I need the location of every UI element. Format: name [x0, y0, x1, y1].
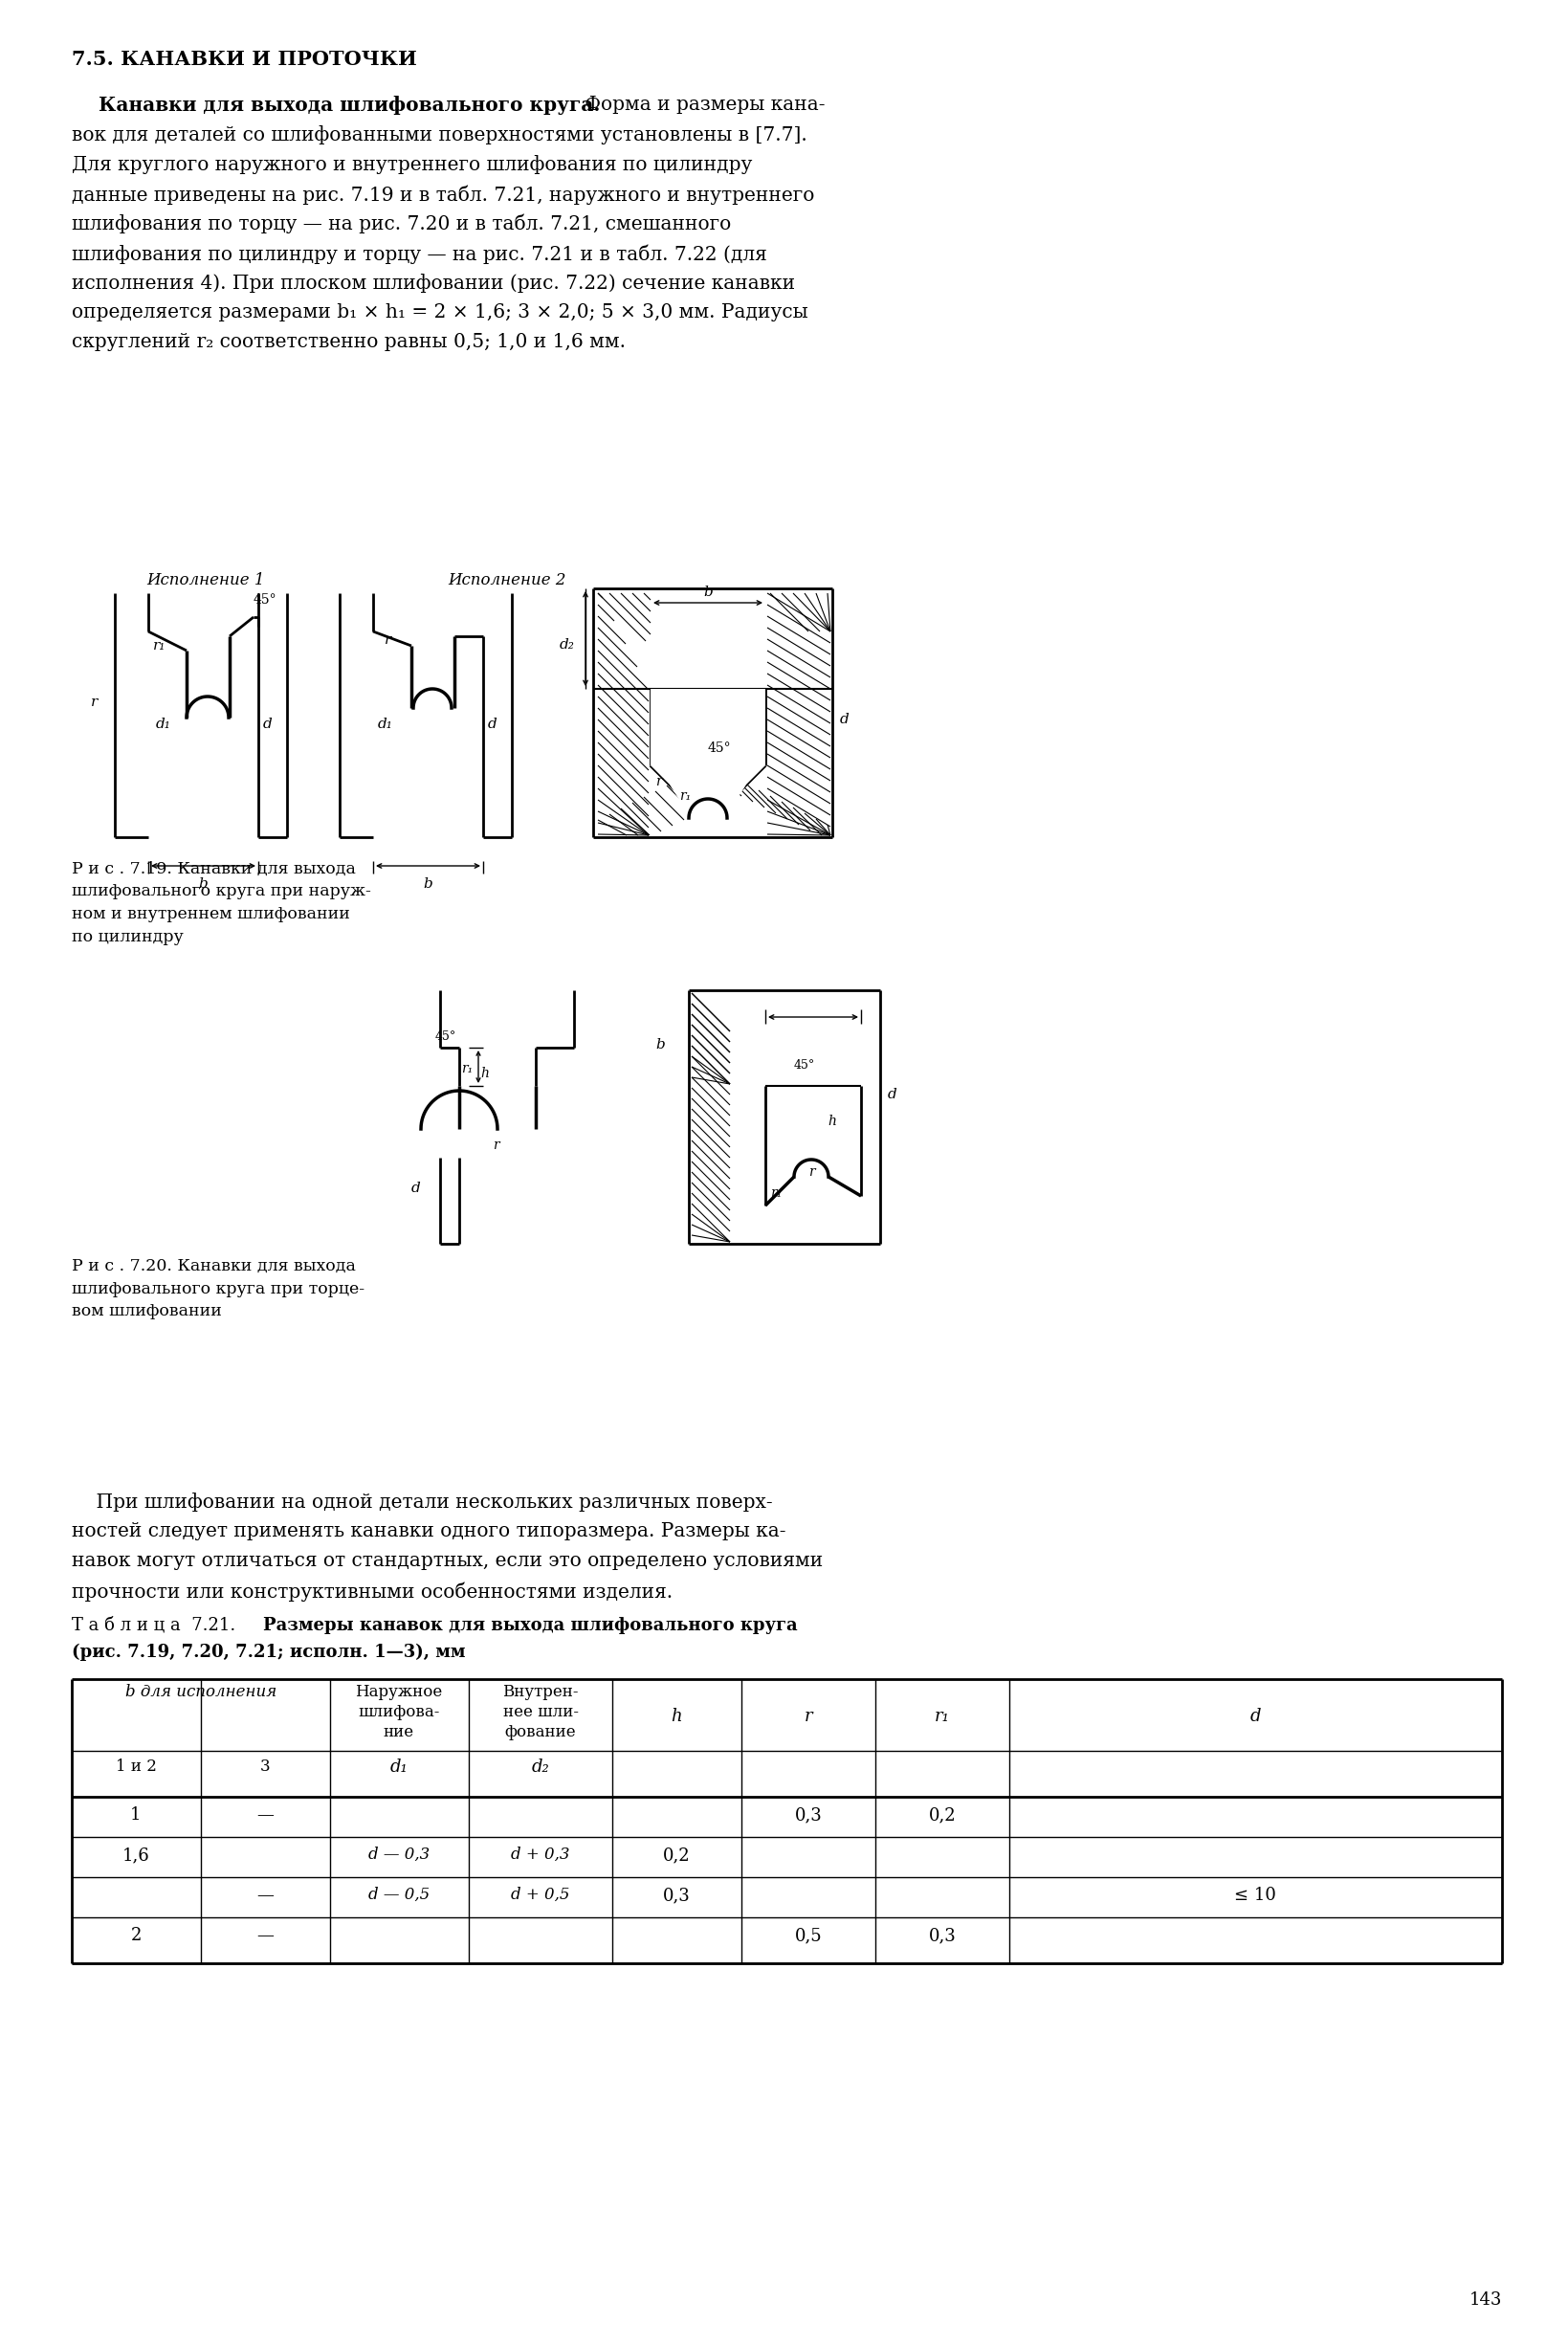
- Text: r₁: r₁: [770, 1187, 782, 1201]
- Text: d — 0,5: d — 0,5: [368, 1888, 430, 1904]
- Text: 0,2: 0,2: [663, 1846, 690, 1864]
- Text: d: d: [1250, 1707, 1261, 1726]
- Text: 0,3: 0,3: [928, 1928, 956, 1944]
- Text: d₁: d₁: [155, 718, 171, 732]
- Text: ≤ 10: ≤ 10: [1234, 1888, 1276, 1904]
- Text: r: r: [492, 1140, 499, 1151]
- Text: данные приведены на рис. 7.19 и в табл. 7.21, наружного и внутреннего: данные приведены на рис. 7.19 и в табл. …: [72, 185, 814, 204]
- Text: Канавки для выхода шлифовального круга.: Канавки для выхода шлифовального круга.: [72, 96, 601, 115]
- Text: 3: 3: [260, 1759, 270, 1775]
- Text: d₂: d₂: [560, 638, 575, 652]
- Text: 0,3: 0,3: [795, 1806, 822, 1824]
- Text: При шлифовании на одной детали нескольких различных поверх-: При шлифовании на одной детали нескольки…: [72, 1491, 773, 1513]
- Text: ностей следует применять канавки одного типоразмера. Размеры ка-: ностей следует применять канавки одного …: [72, 1522, 786, 1541]
- Text: навок могут отличаться от стандартных, если это определено условиями: навок могут отличаться от стандартных, е…: [72, 1552, 823, 1571]
- Text: прочности или конструктивными особенностями изделия.: прочности или конструктивными особенност…: [72, 1581, 673, 1602]
- Text: r: r: [809, 1165, 815, 1180]
- Text: Исполнение 1: Исполнение 1: [147, 572, 265, 589]
- Text: d + 0,5: d + 0,5: [511, 1888, 569, 1904]
- Text: 143: 143: [1469, 2291, 1502, 2307]
- Text: Внутрен-
нее шли-
фование: Внутрен- нее шли- фование: [502, 1684, 579, 1740]
- Text: 0,3: 0,3: [663, 1888, 690, 1904]
- Text: скруглений r₂ соответственно равны 0,5; 1,0 и 1,6 мм.: скруглений r₂ соответственно равны 0,5; …: [72, 333, 626, 352]
- Text: d₁: d₁: [378, 718, 394, 732]
- Text: Для круглого наружного и внутреннего шлифования по цилиндру: Для круглого наружного и внутреннего шли…: [72, 155, 753, 174]
- Text: вок для деталей со шлифованными поверхностями установлены в [7.7].: вок для деталей со шлифованными поверхно…: [72, 124, 808, 145]
- Text: r: r: [91, 696, 97, 708]
- Text: —: —: [257, 1806, 273, 1824]
- Text: 45°: 45°: [793, 1060, 815, 1072]
- Text: d₁: d₁: [390, 1759, 408, 1775]
- Text: Размеры канавок для выхода шлифовального круга: Размеры канавок для выхода шлифовального…: [263, 1618, 798, 1634]
- Polygon shape: [651, 689, 765, 818]
- Text: d: d: [411, 1182, 420, 1196]
- Text: d₂: d₂: [532, 1759, 549, 1775]
- Text: d + 0,3: d + 0,3: [511, 1846, 569, 1862]
- Text: Т а б л и ц а  7.21.: Т а б л и ц а 7.21.: [72, 1618, 241, 1634]
- Text: b: b: [198, 877, 207, 891]
- Text: h: h: [480, 1067, 489, 1081]
- Text: исполнения 4). При плоском шлифовании (рис. 7.22) сечение канавки: исполнения 4). При плоском шлифовании (р…: [72, 274, 795, 293]
- Text: 1,6: 1,6: [122, 1846, 149, 1864]
- Text: 45°: 45°: [436, 1029, 456, 1044]
- Text: r: r: [384, 633, 392, 647]
- Text: b для исполнения: b для исполнения: [125, 1684, 276, 1700]
- Text: r: r: [655, 774, 662, 788]
- Text: r₁: r₁: [935, 1707, 950, 1726]
- Text: 0,5: 0,5: [795, 1928, 822, 1944]
- Text: h: h: [828, 1114, 836, 1128]
- Text: r₁: r₁: [679, 790, 691, 802]
- Text: —: —: [257, 1888, 273, 1904]
- Text: 45°: 45°: [254, 593, 278, 607]
- Text: r₁: r₁: [461, 1062, 474, 1076]
- Text: 45°: 45°: [707, 741, 732, 755]
- Text: —: —: [257, 1928, 273, 1944]
- Text: r₁: r₁: [154, 640, 166, 652]
- Text: 2: 2: [130, 1928, 141, 1944]
- Text: 1: 1: [130, 1806, 141, 1824]
- Text: 1 и 2: 1 и 2: [116, 1759, 157, 1775]
- Text: h: h: [671, 1707, 682, 1726]
- Text: определяется размерами b₁ × h₁ = 2 × 1,6; 3 × 2,0; 5 × 3,0 мм. Радиусы: определяется размерами b₁ × h₁ = 2 × 1,6…: [72, 303, 808, 321]
- Text: шлифования по торцу — на рис. 7.20 и в табл. 7.21, смешанного: шлифования по торцу — на рис. 7.20 и в т…: [72, 213, 731, 235]
- Text: Наружное
шлифова-
ние: Наружное шлифова- ние: [356, 1684, 442, 1740]
- Text: b: b: [655, 1039, 665, 1051]
- Text: Форма и размеры кана-: Форма и размеры кана-: [579, 96, 825, 115]
- Text: Исполнение 2: Исполнение 2: [448, 572, 566, 589]
- Text: Р и с . 7.19. Канавки для выхода
шлифовального круга при наруж-
ном и внутреннем: Р и с . 7.19. Канавки для выхода шлифова…: [72, 861, 372, 945]
- Text: 7.5. КАНАВКИ И ПРОТОЧКИ: 7.5. КАНАВКИ И ПРОТОЧКИ: [72, 49, 417, 68]
- Text: d: d: [263, 718, 273, 732]
- Text: d — 0,3: d — 0,3: [368, 1846, 430, 1862]
- Text: b: b: [423, 877, 433, 891]
- Text: d: d: [840, 713, 850, 727]
- Text: d: d: [488, 718, 497, 732]
- Text: шлифования по цилиндру и торцу — на рис. 7.21 и в табл. 7.22 (для: шлифования по цилиндру и торцу — на рис.…: [72, 244, 767, 263]
- Text: Р и с . 7.20. Канавки для выхода
шлифовального круга при торце-
вом шлифовании: Р и с . 7.20. Канавки для выхода шлифова…: [72, 1259, 365, 1320]
- Text: r: r: [804, 1707, 812, 1726]
- Text: (рис. 7.19, 7.20, 7.21; исполн. 1—3), мм: (рис. 7.19, 7.20, 7.21; исполн. 1—3), мм: [72, 1644, 466, 1660]
- Text: b: b: [704, 586, 712, 598]
- Text: d: d: [887, 1088, 897, 1102]
- Text: 0,2: 0,2: [928, 1806, 956, 1824]
